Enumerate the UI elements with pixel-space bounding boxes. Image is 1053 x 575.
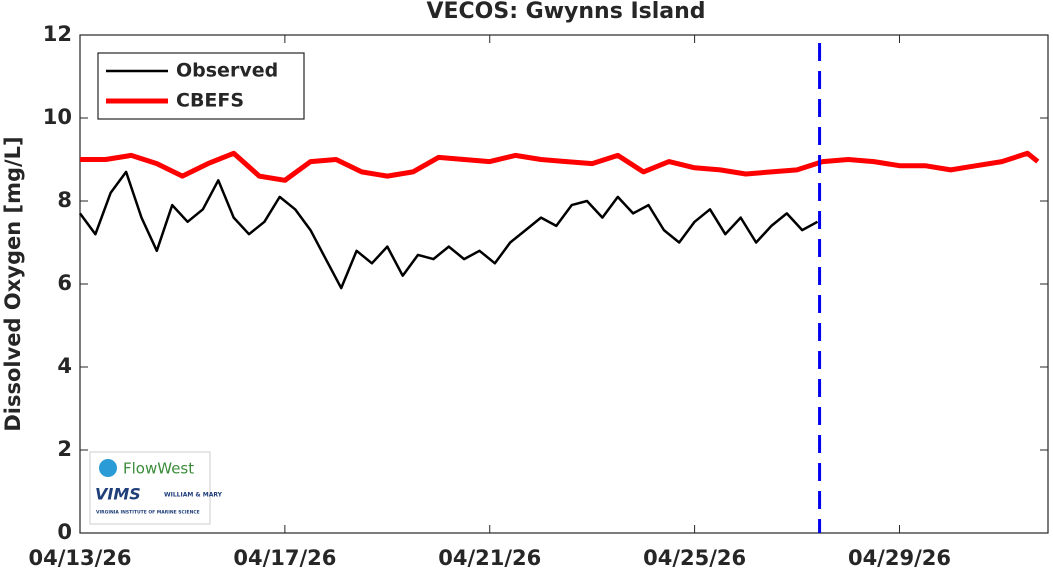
logo-text: WILLIAM & MARY — [164, 492, 223, 499]
legend-label: Observed — [176, 60, 278, 82]
series-line — [78, 170, 819, 290]
x-tick-label: 04/17/26 — [233, 546, 336, 570]
legend-box — [97, 52, 305, 120]
x-tick-label: 04/13/26 — [28, 546, 131, 570]
y-tick-label: 10 — [43, 105, 72, 129]
x-tick-label: 04/21/26 — [438, 546, 541, 570]
x-tick-label: 04/25/26 — [643, 546, 746, 570]
chart-title: VECOS: Gwynns Island — [426, 0, 705, 24]
logo-text: VIMS — [95, 485, 141, 504]
logo-text: VIRGINIA INSTITUTE OF MARINE SCIENCE — [96, 510, 200, 516]
series-line — [80, 150, 1040, 183]
y-tick-label: 8 — [57, 188, 72, 212]
legend: Observed CBEFS — [97, 52, 305, 120]
y-tick-label: 0 — [57, 520, 72, 544]
y-tick-label: 6 — [57, 271, 72, 295]
y-tick-label: 12 — [43, 22, 72, 46]
logo: FlowWest VIMS WILLIAM & MARY VIRGINIA IN… — [89, 451, 223, 525]
y-axis-label: Dissolved Oxygen [mg/L] — [1, 136, 25, 431]
logo-icon — [99, 459, 117, 477]
logo-text: FlowWest — [123, 460, 194, 478]
y-tick-label: 4 — [57, 354, 72, 378]
y-tick-label: 2 — [57, 437, 72, 461]
x-tick-label: 04/29/26 — [848, 546, 951, 570]
legend-label: CBEFS — [176, 90, 244, 112]
